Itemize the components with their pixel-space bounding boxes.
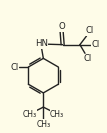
Text: Cl: Cl <box>91 40 100 49</box>
Text: CH₃: CH₃ <box>23 110 37 119</box>
Text: CH₃: CH₃ <box>50 110 64 119</box>
Text: O: O <box>58 22 65 31</box>
Text: HN: HN <box>35 39 48 48</box>
Text: CH₃: CH₃ <box>36 120 50 129</box>
Text: Cl: Cl <box>86 26 94 35</box>
Text: Cl: Cl <box>11 63 19 72</box>
Text: Cl: Cl <box>83 54 91 63</box>
